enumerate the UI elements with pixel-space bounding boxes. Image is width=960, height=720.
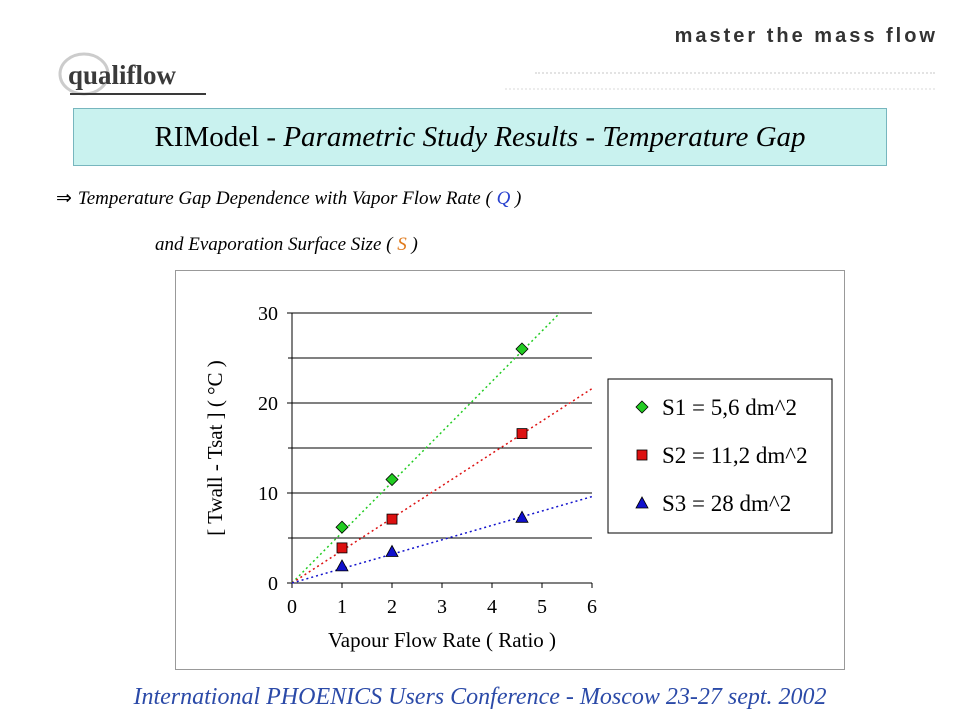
legend-marker-series-2 [636, 449, 648, 461]
x-axis-label: Vapour Flow Rate ( Ratio ) [328, 628, 556, 652]
tagline: master the mass flow [674, 25, 938, 47]
subtitle-line-1: ⇒ Temperature Gap Dependence with Vapor F… [56, 187, 521, 210]
subtitle-var-s: S [397, 234, 407, 255]
legend-label-series-1: S1 = 5,6 dm^2 [662, 395, 797, 420]
x-tick-label: 0 [287, 596, 297, 618]
y-tick-label: 0 [268, 573, 278, 595]
legend-marker-series-3 [635, 496, 649, 509]
subtitle-line1-close: ) [515, 188, 522, 209]
trendline-series-2 [291, 387, 593, 584]
x-tick-label: 2 [387, 596, 397, 618]
y-tick-label: 10 [258, 483, 278, 505]
data-point-series-3 [515, 510, 529, 523]
footer-text: International PHOENICS Users Conference … [133, 684, 827, 710]
data-point-series-1 [385, 472, 399, 487]
subtitle-line-2: and Evaporation Surface Size ( S ) [155, 234, 418, 256]
decorative-dotted-line [535, 72, 935, 75]
x-tick-label: 5 [537, 596, 547, 618]
subtitle-line2-close: ) [411, 234, 418, 255]
title-prefix: RIModel - [154, 120, 277, 153]
x-tick-label: 1 [337, 596, 347, 618]
y-tick-label: 30 [258, 303, 278, 325]
y-tick-label: 20 [258, 393, 278, 415]
scatter-chart: 0 10 20 30 0 1 2 3 4 5 6 Vapour Flow Rate ( Ratio )… [203, 303, 833, 652]
data-point-series-3 [385, 544, 399, 557]
x-tick-label: 3 [437, 596, 447, 618]
legend-label-series-3: S3 = 28 dm^2 [662, 491, 791, 516]
data-point-series-3 [335, 559, 349, 572]
title-italic: Parametric Study Results - Temperature G… [283, 120, 806, 153]
subtitle-var-q: Q [496, 188, 511, 209]
chart-frame: 0 10 20 30 0 1 2 3 4 5 6 Vapour Flow Rate ( Ratio )… [175, 270, 845, 670]
subtitle-line2-text: and Evaporation Surface Size ( [155, 234, 393, 255]
x-tick-label: 6 [587, 596, 597, 618]
data-point-series-1 [515, 342, 529, 356]
data-point-series-2 [386, 513, 398, 525]
logo-text: qualiflow [68, 60, 177, 90]
legend-marker-series-1 [635, 400, 649, 414]
data-point-series-2 [516, 428, 528, 440]
trendline-series-3 [291, 495, 593, 584]
qualiflow-logo: qualiflow [56, 48, 216, 104]
data-point-series-1 [335, 520, 349, 534]
slide-title: RIModel - Parametric Study Results - Tem… [73, 108, 887, 166]
decorative-dotted-line [505, 88, 935, 91]
x-tick-label: 4 [487, 596, 497, 618]
subtitle-line1-text: Temperature Gap Dependence with Vapor Fl… [77, 188, 492, 209]
trendline-series-1 [291, 312, 561, 584]
right-arrow-icon: ⇒ [56, 188, 72, 209]
data-point-series-2 [336, 542, 348, 554]
legend-label-series-2: S2 = 11,2 dm^2 [662, 443, 808, 468]
y-axis-label: [ Twall - Tsat ] ( °C ) [203, 360, 227, 536]
